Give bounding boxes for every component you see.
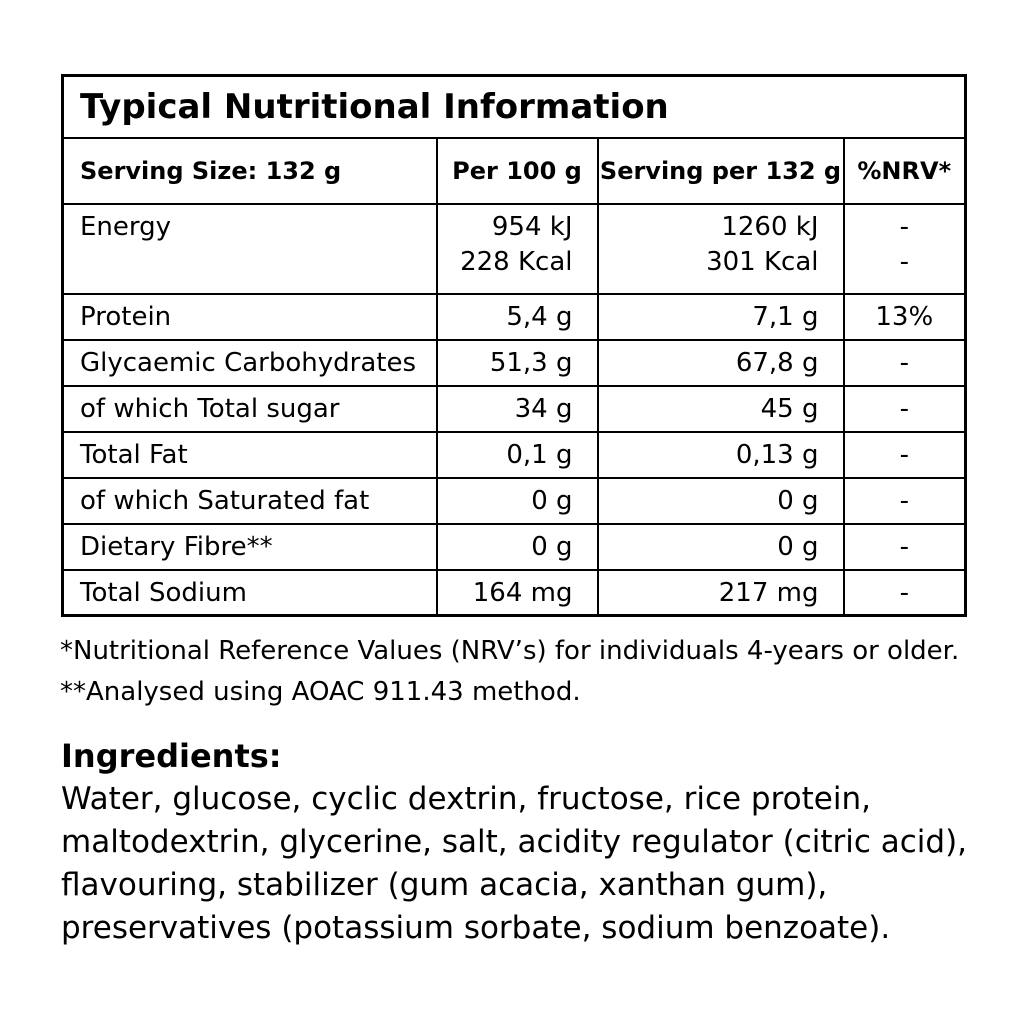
ingredients-section: Ingredients: Water, glucose, cyclic dext… [61, 735, 1001, 950]
table-title-row: Typical Nutritional Information [61, 74, 967, 139]
column-header-serving-size: Serving Size: 132 g [61, 136, 438, 205]
value-line: 164 mg [472, 577, 573, 608]
value-line: - [899, 211, 909, 242]
value-line: of which Saturated fat [80, 485, 370, 516]
row-per-serving-value: 67,8 g [596, 338, 845, 387]
table-row: Dietary Fibre** 0 g 0 g - [61, 522, 967, 571]
ingredients-line: preservatives (potassium sorbate, sodium… [61, 910, 891, 946]
value-line: 7,1 g [752, 301, 819, 332]
value-line: 301 Kcal [706, 246, 819, 277]
column-header-nrv: %NRV* [842, 136, 967, 205]
row-per-100g-value: 0,1 g [435, 430, 599, 479]
value-line: Total Sodium [80, 577, 247, 608]
ingredients-line: maltodextrin, glycerine, salt, acidity r… [61, 824, 968, 860]
value-line: - [899, 485, 909, 516]
table-row: Total Sodium 164 mg 217 mg - [61, 568, 967, 617]
value-line: Total Fat [80, 439, 188, 470]
table-row: Protein 5,4 g 7,1 g 13% [61, 292, 967, 341]
nutrition-label-page: Typical Nutritional Information Serving … [0, 74, 1024, 1024]
row-per-serving-value: 217 mg [596, 568, 845, 617]
row-per-serving-value: 0,13 g [596, 430, 845, 479]
ingredients-line: flavouring, stabilizer (gum acacia, xant… [61, 867, 828, 903]
row-nrv-value: 13% [842, 292, 967, 341]
value-line: - [899, 531, 909, 562]
value-line: 228 Kcal [460, 246, 573, 277]
row-nrv-value: - [842, 430, 967, 479]
value-line: - [899, 393, 909, 424]
row-nutrient-name: Total Fat [61, 430, 438, 479]
row-nutrient-name: of which Saturated fat [61, 476, 438, 525]
footnotes-section: *Nutritional Reference Values (NRV’s) fo… [60, 631, 990, 713]
table-body: Energy 954 kJ 228 Kcal 1260 kJ 301 Kcal - - Pro… [61, 202, 967, 617]
row-nrv-value: - [842, 568, 967, 617]
footnote-line: **Analysed using AOAC 911.43 method. [60, 677, 581, 707]
row-per-serving-value: 1260 kJ 301 Kcal [596, 202, 845, 295]
column-header-per-100g: Per 100 g [435, 136, 599, 205]
value-line: 34 g [514, 393, 573, 424]
value-line: 0,13 g [735, 439, 819, 470]
row-nutrient-name: Dietary Fibre** [61, 522, 438, 571]
value-line: 217 mg [718, 577, 819, 608]
footnote-line: *Nutritional Reference Values (NRV’s) fo… [60, 636, 960, 666]
value-line: of which Total sugar [80, 393, 340, 424]
row-per-serving-value: 0 g [596, 476, 845, 525]
value-line: 0 g [531, 531, 573, 562]
row-per-serving-value: 7,1 g [596, 292, 845, 341]
value-line: - [899, 439, 909, 470]
value-line: 0 g [777, 485, 819, 516]
row-per-100g-value: 0 g [435, 522, 599, 571]
row-nrv-value: - [842, 522, 967, 571]
row-nrv-value: -- [842, 202, 967, 295]
value-line: Glycaemic Carbohydrates [80, 347, 417, 378]
row-per-serving-value: 45 g [596, 384, 845, 433]
row-nrv-value: - [842, 338, 967, 387]
value-line: - [899, 577, 909, 608]
column-header-per-serving: Serving per 132 g [596, 136, 845, 205]
row-per-100g-value: 0 g [435, 476, 599, 525]
value-line: - [899, 347, 909, 378]
row-per-100g-value: 34 g [435, 384, 599, 433]
table-row: Energy 954 kJ 228 Kcal 1260 kJ 301 Kcal - - [61, 202, 967, 295]
value-line: Dietary Fibre** [80, 531, 273, 562]
row-per-serving-value: 0 g [596, 522, 845, 571]
ingredients-text: Water, glucose, cyclic dextrin, fructose… [61, 778, 1001, 950]
value-line: 954 kJ [491, 211, 573, 242]
ingredients-line: Water, glucose, cyclic dextrin, fructose… [61, 781, 871, 817]
row-per-100g-value: 51,3 g [435, 338, 599, 387]
row-nutrient-name: Total Sodium [61, 568, 438, 617]
value-line: 0 g [531, 485, 573, 516]
row-nutrient-name: of which Total sugar [61, 384, 438, 433]
row-nrv-value: - [842, 476, 967, 525]
row-nutrient-name: Glycaemic Carbohydrates [61, 338, 438, 387]
table-row: of which Total sugar 34 g 45 g - [61, 384, 967, 433]
nutrition-table: Typical Nutritional Information Serving … [61, 74, 968, 617]
table-header-row: Serving Size: 132 g Per 100 g Serving pe… [61, 136, 967, 205]
value-line: 45 g [760, 393, 819, 424]
row-per-100g-value: 954 kJ 228 Kcal [435, 202, 599, 295]
row-per-100g-value: 164 mg [435, 568, 599, 617]
table-title: Typical Nutritional Information [61, 74, 967, 139]
value-line: Energy [80, 211, 172, 242]
table-row: Glycaemic Carbohydrates 51,3 g 67,8 g - [61, 338, 967, 387]
ingredients-heading: Ingredients: [61, 737, 282, 775]
row-nutrient-name: Protein [61, 292, 438, 341]
value-line: 0,1 g [506, 439, 573, 470]
value-line: - [899, 246, 909, 277]
table-row: Total Fat 0,1 g 0,13 g - [61, 430, 967, 479]
value-line: 13% [875, 301, 934, 332]
value-line: 0 g [777, 531, 819, 562]
value-line: 5,4 g [506, 301, 573, 332]
value-line: Protein [80, 301, 172, 332]
table-row: of which Saturated fat 0 g 0 g - [61, 476, 967, 525]
row-per-100g-value: 5,4 g [435, 292, 599, 341]
value-line: 1260 kJ [721, 211, 819, 242]
row-nutrient-name: Energy [61, 202, 438, 295]
row-nrv-value: - [842, 384, 967, 433]
value-line: 67,8 g [735, 347, 819, 378]
value-line: 51,3 g [489, 347, 573, 378]
